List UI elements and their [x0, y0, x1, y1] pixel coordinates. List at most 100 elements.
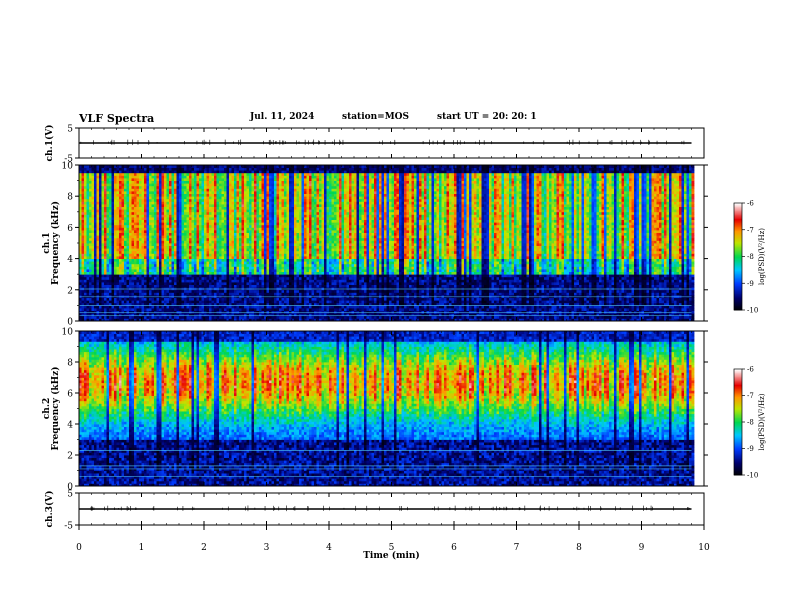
spectrogram-cell	[96, 318, 100, 322]
spectrogram-cell	[114, 250, 117, 254]
ch1-waveform-panel	[75, 127, 705, 159]
spectrogram-cell	[269, 175, 272, 179]
spectrogram-cell	[254, 292, 257, 296]
spectrogram-cell	[269, 300, 272, 304]
spectrogram-cell	[111, 198, 115, 202]
spectrogram-cell	[249, 315, 252, 319]
spectrogram-cell	[106, 315, 110, 319]
spectrogram-cell	[274, 271, 277, 275]
spectrogram-cell	[171, 198, 175, 202]
spectrogram-cell	[171, 211, 175, 215]
spectrogram-cell	[224, 271, 227, 275]
spectrogram-cell	[236, 232, 240, 236]
spectrogram-cell	[94, 263, 97, 267]
spectrogram-cell	[171, 261, 175, 265]
spectrogram-cell	[181, 219, 185, 223]
spectrogram-cell	[216, 289, 220, 293]
spectrogram-cell	[194, 297, 197, 301]
spectrogram-cell	[189, 180, 192, 184]
spectrogram-cell	[231, 191, 235, 194]
spectrogram-cell	[159, 263, 162, 267]
spectrogram-cell	[186, 217, 190, 220]
spectrogram-cell	[81, 271, 85, 275]
spectrogram-cell	[246, 198, 250, 202]
spectrogram-cell	[204, 198, 207, 202]
spectrogram-cell	[154, 204, 157, 207]
spectrogram-cell	[256, 178, 260, 181]
spectrogram-cell	[174, 271, 177, 275]
spectrogram-cell	[241, 250, 245, 254]
spectrogram-cell	[184, 318, 187, 322]
spectrogram-cell	[131, 308, 135, 311]
spectrogram-cell	[134, 183, 137, 187]
spectrogram-cell	[254, 175, 257, 179]
spectrogram-cell	[189, 214, 192, 218]
spectrogram-cell	[104, 258, 107, 262]
spectrogram-cell	[189, 276, 192, 280]
spectrogram-cell	[206, 271, 210, 275]
spectrogram-cell	[79, 219, 82, 223]
spectrogram-cell	[256, 269, 260, 272]
spectrogram-cell	[176, 302, 180, 306]
spectrogram-cell	[221, 240, 225, 244]
spectrogram-cell	[106, 211, 110, 215]
spectrogram-cell	[219, 232, 222, 236]
spectrogram-cell	[259, 172, 262, 176]
spectrogram-cell	[131, 206, 135, 210]
spectrogram-cell	[254, 261, 257, 265]
spectrogram-cell	[209, 253, 212, 257]
spectrogram-cell	[166, 263, 170, 267]
spectrogram-cell	[169, 258, 172, 262]
spectrogram-cell	[134, 263, 137, 267]
spectrogram-cell	[209, 250, 212, 254]
spectrogram-cell	[164, 188, 167, 192]
spectrogram-cell	[226, 308, 230, 311]
spectrogram-cell	[189, 297, 192, 301]
spectrogram-cell	[229, 282, 232, 285]
spectrogram-cell	[111, 266, 115, 270]
spectrogram-cell	[241, 185, 245, 189]
spectrogram-cell	[264, 308, 267, 311]
spectrogram-cell	[196, 178, 200, 181]
spectrogram-cell	[204, 178, 207, 181]
spectrogram-cell	[109, 180, 112, 184]
spectrogram-cell	[216, 256, 220, 259]
spectrogram-cell	[271, 170, 275, 174]
spectrogram-cell	[211, 193, 215, 197]
spectrogram-cell	[106, 274, 110, 278]
spectrogram-cell	[174, 175, 177, 179]
spectrogram-cell	[269, 178, 272, 181]
spectrogram-cell	[264, 261, 267, 265]
spectrogram-cell	[161, 248, 165, 252]
spectrogram-cell	[131, 227, 135, 231]
spectrogram-cell	[114, 318, 117, 322]
spectrogram-cell	[121, 235, 125, 239]
spectrogram-cell	[251, 245, 255, 249]
spectrogram-cell	[189, 305, 192, 309]
spectrogram-cell	[256, 245, 260, 249]
spectrogram-cell	[136, 263, 140, 267]
spectrogram-cell	[251, 165, 255, 168]
spectrogram-cell	[176, 224, 180, 228]
spectrogram-cell	[194, 243, 197, 246]
spectrogram-cell	[79, 185, 82, 189]
spectrogram-cell	[114, 193, 117, 197]
spectrogram-cell	[239, 175, 242, 179]
spectrogram-cell	[274, 300, 277, 304]
spectrogram-cell	[171, 235, 175, 239]
spectrogram-cell	[176, 167, 180, 171]
spectrogram-cell	[239, 214, 242, 218]
spectrogram-cell	[126, 269, 130, 272]
spectrogram-cell	[164, 165, 167, 168]
spectrogram-cell	[239, 232, 242, 236]
spectrogram-cell	[249, 204, 252, 207]
spectrogram-cell	[116, 318, 120, 322]
spectrogram-cell	[249, 297, 252, 301]
spectrogram-cell	[89, 245, 92, 249]
spectrogram-cell	[146, 170, 150, 174]
spectrogram-cell	[139, 167, 142, 171]
spectrogram-cell	[129, 185, 132, 189]
spectrogram-cell	[181, 211, 185, 215]
spectrogram-cell	[144, 276, 147, 280]
spectrogram-cell	[101, 263, 105, 267]
